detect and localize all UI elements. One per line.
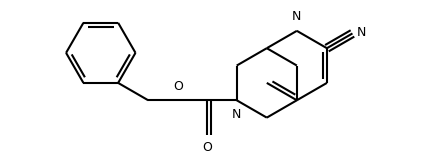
- Text: N: N: [292, 10, 302, 23]
- Text: N: N: [232, 108, 241, 121]
- Text: O: O: [202, 141, 212, 154]
- Text: O: O: [173, 80, 183, 93]
- Text: N: N: [357, 26, 366, 39]
